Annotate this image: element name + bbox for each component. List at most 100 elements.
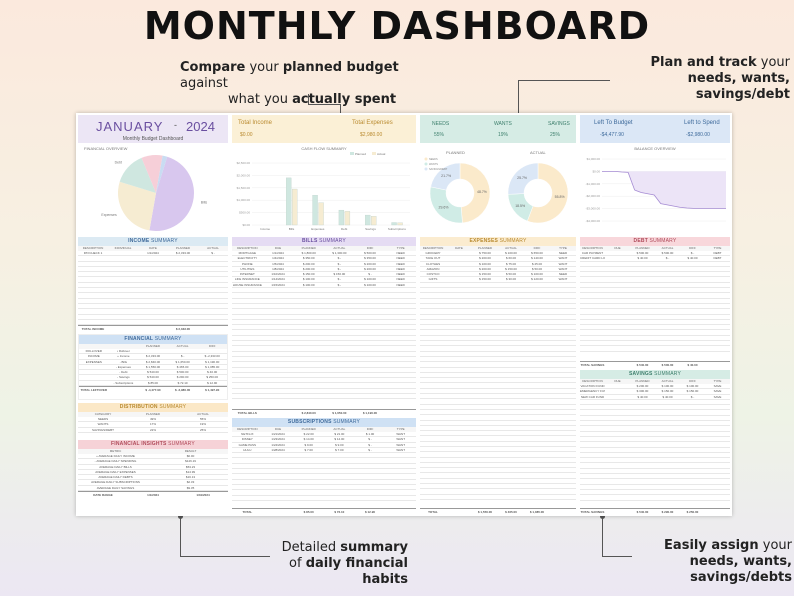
table-row[interactable] [580,262,730,267]
table-row[interactable] [232,304,416,310]
table-row[interactable] [78,272,228,278]
table-row[interactable] [580,400,730,406]
table-row[interactable] [232,490,416,496]
table-row[interactable]: SAVINGS/DEBT 22% 25% [78,428,228,433]
table-row[interactable] [232,357,416,363]
table-row[interactable] [232,378,416,384]
table-row[interactable] [580,341,730,347]
table-row[interactable]: EMERGENCY FUND $ 300.00 $ 150.00 $ 150.00 SA… [580,389,730,395]
table-row[interactable]: - Expenses $ 1,550.00 $ 465.00 $ 1,085.00 [79,365,227,371]
table-row[interactable] [232,309,416,315]
table-row[interactable] [580,267,730,273]
table-row[interactable] [580,410,730,416]
table-row[interactable] [78,283,228,289]
table-row[interactable] [580,330,730,336]
table-row[interactable] [78,304,228,310]
table-row[interactable]: AVERAGE DAILY SAVINGS $9.35 [78,486,228,492]
table-row[interactable] [420,346,576,352]
table-row[interactable] [232,383,416,389]
table-row[interactable] [580,458,730,464]
table-row[interactable]: GIFTS $ 150.00 $ 30.00 $ 120.00 WANT [420,277,576,283]
table-row[interactable] [232,469,416,475]
table-row[interactable] [580,442,730,448]
table-row[interactable] [232,336,416,342]
table-row[interactable] [580,272,730,278]
table-row[interactable] [78,262,228,267]
table-row[interactable] [78,293,228,299]
table-row[interactable] [420,468,576,474]
table-row[interactable] [420,479,576,485]
table-row[interactable] [78,320,228,326]
table-row[interactable] [232,352,416,357]
table-row[interactable] [580,315,730,320]
table-row[interactable] [580,469,730,475]
table-row[interactable] [232,389,416,395]
table-row[interactable] [420,368,576,373]
table-row[interactable] [420,383,576,389]
table-row[interactable] [580,490,730,496]
year-label[interactable]: 2024 [186,119,215,134]
table-row[interactable] [232,293,416,299]
table-row[interactable]: CREDIT CARD LOAN $ 40.00 $ - $ 40.00 DEBT [580,256,730,262]
table-row[interactable]: HOUSE INSURANCE 1/15/2024 $ 100.00 $ - $ 100… [232,283,416,289]
table-row[interactable] [78,309,228,315]
table-row[interactable] [580,485,730,490]
table-row[interactable] [580,346,730,352]
table-row[interactable] [420,399,576,405]
table-row[interactable] [580,448,730,453]
table-row[interactable] [420,426,576,432]
table-row[interactable] [420,415,576,421]
table-row[interactable] [580,474,730,480]
table-row[interactable]: INTERNET 1/10/2024 $ 150.00 $ 150.00 $ - NEED [232,272,416,278]
table-row[interactable]: LIFE INSURANCE 1/14/2024 $ 100.00 $ - $ 100.… [232,277,416,283]
table-row[interactable]: HULU 1/28/2024 $ 7.00 $ 7.00 $ - WANT [232,448,416,454]
table-row[interactable] [580,283,730,289]
table-row[interactable] [420,389,576,395]
table-row[interactable] [420,463,576,469]
table-row[interactable] [420,330,576,336]
table-row[interactable] [420,362,576,368]
table-row[interactable]: COSTCO $ 150.00 $ 50.00 $ 100.00 NEED [420,272,576,278]
table-row[interactable] [420,473,576,479]
table-row[interactable] [78,267,228,273]
table-row[interactable]: CLOTHES $ 100.00 $ 75.00 $ 25.00 WANT [420,262,576,267]
table-row[interactable] [232,346,416,352]
table-row[interactable] [420,421,576,426]
table-row[interactable] [580,421,730,427]
table-row[interactable] [580,320,730,326]
table-row[interactable] [420,336,576,342]
table-row[interactable] [232,288,416,294]
table-row[interactable] [580,288,730,294]
table-row[interactable] [420,378,576,384]
table-row[interactable] [232,362,416,368]
table-row[interactable] [232,320,416,326]
table-row[interactable] [232,394,416,400]
table-row[interactable] [232,453,416,459]
table-row[interactable] [232,485,416,491]
table-row[interactable]: EXPENSES - Bills $ 2,840.00 $ 1,650.00 $ 1,1… [79,360,227,365]
table-row[interactable] [232,299,416,304]
table-row[interactable] [232,325,416,331]
table-row[interactable] [420,442,576,447]
table-row[interactable] [580,325,730,331]
table-row[interactable]: AVERAGE DAILY SUBSCRIPTIONS $2.33 [78,480,228,486]
table-row[interactable]: AVERAGE DAILY BILLS $53.23 [78,465,228,470]
table-row[interactable]: GROCERY $ 750.00 $ 100.00 $ 650.00 NEED [420,251,576,257]
table-row[interactable] [580,463,730,469]
table-row[interactable] [580,309,730,315]
table-row[interactable]: - Debt $ 540.00 $ 500.00 $ 40.00 [79,370,227,376]
table-row[interactable]: + AVERAGE DAILY INCOME $0.00 [78,454,228,460]
table-row[interactable]: TAKE OUT $ 200.00 $ 60.00 $ 140.00 WANT [420,256,576,262]
table-row[interactable] [580,416,730,422]
table-row[interactable] [232,368,416,373]
table-row[interactable] [580,479,730,485]
table-row[interactable]: DISNEY 1/23/2024 $ 14.00 $ 14.00 $ - WANT [232,437,416,443]
table-row[interactable]: AVERAGE DAILY DEBTS $16.13 [78,475,228,481]
table-row[interactable] [580,299,730,304]
table-row[interactable]: NEW CAR FUND $ 40.00 $ 40.00 $ - SAVE [580,395,730,400]
table-row[interactable] [232,315,416,320]
table-row[interactable]: UTILITIES 1/8/2024 $ 200.00 $ - $ 200.00 NEED [232,267,416,273]
table-row[interactable] [580,405,730,411]
table-row[interactable] [420,489,576,495]
table-row[interactable]: - Savings $ 540.00 $ 290.00 $ 250.00 [79,375,227,381]
